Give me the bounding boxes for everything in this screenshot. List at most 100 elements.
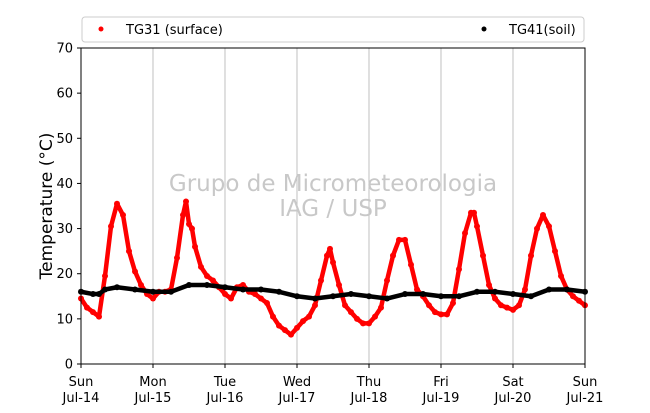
x-tick-day: Wed	[283, 375, 311, 390]
data-point	[546, 223, 552, 230]
data-point	[189, 225, 195, 232]
x-tick-day: Mon	[139, 375, 166, 390]
data-point	[528, 252, 534, 259]
data-point	[390, 252, 396, 259]
data-point	[510, 291, 516, 298]
legend: TG31 (surface) TG41(soil)	[81, 16, 585, 43]
y-tick-label: 30	[56, 222, 73, 237]
data-point	[498, 302, 504, 309]
data-point	[198, 263, 204, 270]
data-point	[222, 284, 228, 291]
data-point	[474, 288, 480, 295]
data-point	[186, 282, 192, 288]
x-tick-date: Jul-18	[350, 391, 388, 406]
x-tick-day: Sun	[573, 375, 598, 390]
legend-marker-soil	[481, 26, 487, 32]
data-point	[471, 209, 477, 216]
y-tick-label: 70	[56, 42, 73, 57]
data-point	[504, 304, 510, 311]
data-point	[96, 291, 102, 298]
x-tick-date: Jul-21	[566, 391, 604, 406]
data-point	[288, 331, 294, 338]
x-tick-date: Jul-17	[278, 391, 316, 406]
x-tick-day: Sat	[502, 375, 523, 390]
data-point	[480, 252, 486, 259]
data-point	[294, 293, 300, 300]
data-point	[120, 212, 126, 219]
data-point	[402, 291, 408, 298]
data-point	[348, 309, 354, 316]
data-point	[576, 297, 582, 304]
data-point	[222, 291, 228, 298]
data-point	[240, 282, 246, 288]
data-point	[180, 212, 186, 219]
data-point	[552, 248, 558, 255]
data-point	[336, 282, 342, 288]
data-point	[276, 288, 282, 295]
data-point	[240, 286, 246, 293]
data-point	[426, 302, 432, 309]
data-point	[354, 315, 360, 322]
data-point	[114, 200, 120, 207]
legend-label-soil: TG41(soil)	[508, 23, 576, 38]
data-point	[258, 286, 264, 293]
data-point	[360, 320, 366, 327]
series-layer	[78, 198, 588, 338]
data-point	[558, 272, 564, 279]
data-point	[312, 295, 318, 302]
x-tick-day: Fri	[433, 375, 449, 390]
data-point	[414, 286, 420, 293]
data-point	[138, 282, 144, 288]
data-point	[258, 295, 264, 302]
x-axis: SunJul-14MonJul-15TueJul-16WedJul-17ThuJ…	[62, 364, 604, 406]
data-point	[330, 293, 336, 300]
data-point	[108, 223, 114, 230]
x-tick-date: Jul-16	[206, 391, 244, 406]
data-point	[306, 313, 312, 320]
data-point	[528, 293, 534, 300]
data-point	[456, 293, 462, 300]
data-point	[96, 313, 102, 320]
data-point	[486, 282, 492, 288]
data-point	[534, 225, 540, 232]
data-point	[348, 291, 354, 298]
y-tick-label: 40	[56, 177, 73, 192]
data-point	[516, 302, 522, 309]
y-tick-label: 10	[56, 312, 73, 327]
data-point	[114, 284, 120, 291]
y-tick-label: 20	[56, 267, 73, 282]
y-tick-label: 0	[65, 358, 73, 373]
y-axis: 0 10 20 30 40 50 60 70	[56, 42, 81, 373]
data-point	[540, 212, 546, 219]
data-point	[126, 248, 132, 255]
data-point	[90, 309, 96, 316]
data-point	[564, 286, 570, 293]
data-point	[462, 230, 468, 237]
data-point	[228, 295, 234, 302]
series-surface	[78, 198, 588, 338]
data-point	[372, 313, 378, 320]
data-point	[174, 254, 180, 261]
data-point	[366, 293, 372, 300]
watermark-line-1: Grupo de Micrometeorologia	[169, 171, 497, 197]
data-point	[186, 221, 192, 228]
data-point	[204, 272, 210, 279]
data-point	[252, 291, 258, 298]
legend-label-surface: TG31 (surface)	[125, 23, 223, 38]
x-tick-date: Jul-15	[134, 391, 172, 406]
x-tick-day: Tue	[213, 375, 236, 390]
legend-marker-surface	[98, 26, 104, 32]
data-point	[294, 324, 300, 331]
data-point	[342, 302, 348, 309]
data-point	[264, 300, 270, 307]
watermark: Grupo de Micrometeorologia IAG / USP	[169, 171, 497, 222]
data-point	[546, 286, 552, 293]
data-point	[438, 293, 444, 300]
data-point	[432, 309, 438, 316]
data-point	[90, 291, 96, 298]
data-point	[570, 293, 576, 300]
data-point	[132, 286, 138, 293]
